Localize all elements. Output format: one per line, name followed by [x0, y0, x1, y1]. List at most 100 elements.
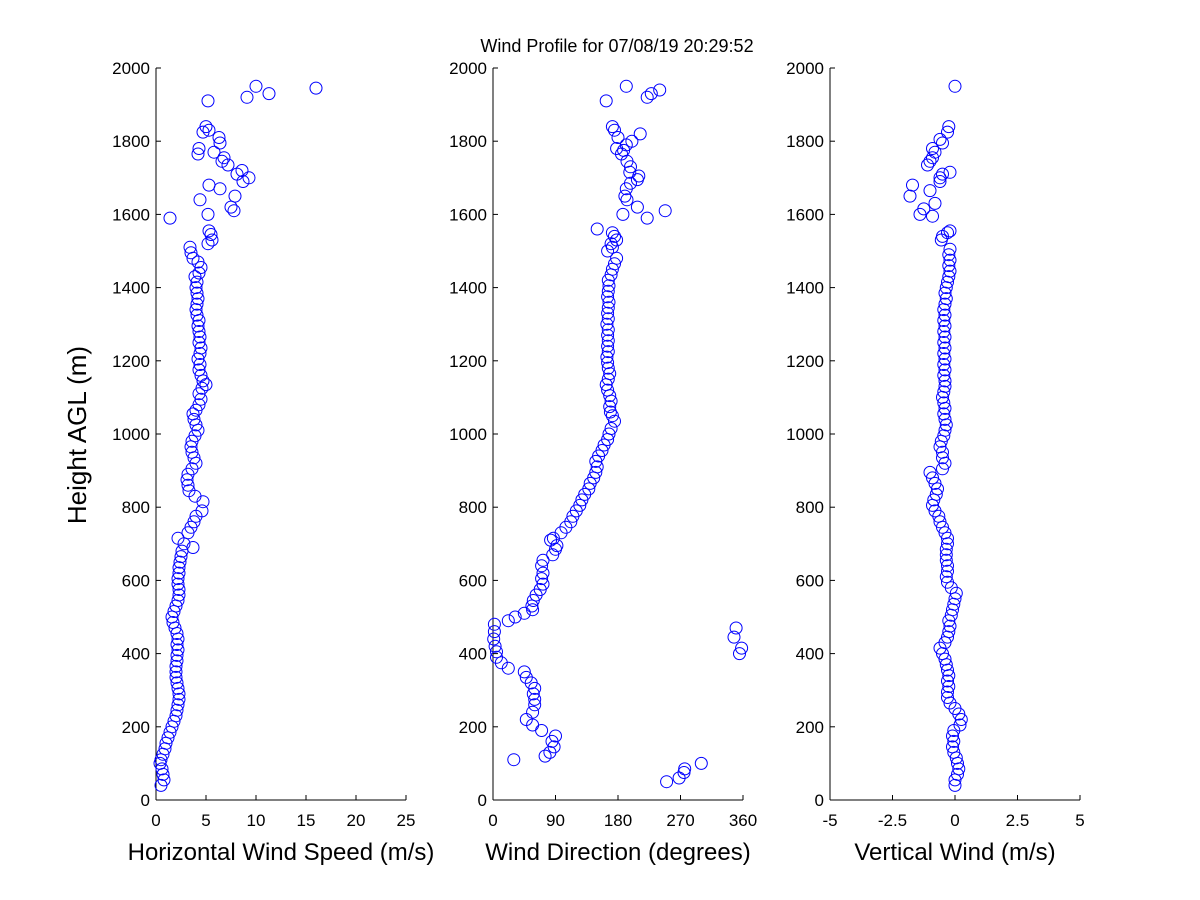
x-tick-label: 15 — [297, 811, 316, 830]
y-tick-label: 600 — [796, 571, 824, 590]
data-point — [601, 328, 615, 342]
data-point — [938, 363, 952, 377]
data-point — [939, 292, 953, 306]
data-point — [171, 531, 185, 545]
y-tick-label: 1400 — [449, 279, 487, 298]
data-point — [582, 482, 596, 496]
data-point — [166, 616, 180, 629]
data-point — [603, 405, 617, 419]
data-point — [928, 196, 942, 210]
data-point — [535, 724, 549, 737]
data-point — [517, 665, 531, 679]
y-tick-label: 1000 — [786, 425, 824, 444]
data-point — [170, 654, 184, 668]
data-point — [262, 87, 276, 101]
data-point — [180, 473, 194, 487]
data-point — [194, 341, 208, 355]
data-point — [938, 374, 952, 388]
data-point — [942, 120, 956, 134]
data-point — [941, 564, 954, 578]
data-point — [196, 495, 210, 509]
data-point — [937, 358, 951, 371]
data-point — [906, 178, 919, 192]
data-point — [157, 773, 171, 787]
data-point — [729, 621, 743, 635]
y-tick-label: 0 — [815, 791, 824, 810]
data-point — [169, 659, 183, 673]
x-tick-label: -2.5 — [878, 811, 907, 830]
data-point — [921, 158, 934, 172]
data-point — [936, 136, 949, 150]
data-point — [191, 147, 205, 161]
x-axis-label: Horizontal Wind Speed (m/s) — [128, 839, 435, 866]
data-point — [601, 306, 615, 320]
data-point — [644, 87, 658, 101]
data-point — [942, 270, 956, 284]
data-point — [213, 136, 227, 150]
data-point — [941, 691, 954, 704]
y-tick-label: 400 — [122, 645, 150, 664]
data-point — [590, 222, 604, 236]
y-tick-label: 2000 — [112, 59, 150, 78]
data-point — [605, 262, 619, 276]
data-point — [735, 641, 749, 655]
data-point — [172, 692, 186, 706]
data-point — [601, 356, 615, 370]
data-point — [946, 740, 959, 754]
y-tick-label: 1600 — [449, 205, 487, 224]
data-point — [240, 90, 254, 104]
data-point — [194, 368, 208, 382]
data-point — [933, 515, 947, 529]
data-point — [173, 555, 187, 569]
x-tick-label: 360 — [729, 811, 757, 830]
data-point — [169, 709, 183, 723]
x-tick-label: 90 — [546, 811, 565, 830]
data-point — [640, 90, 654, 104]
x-tick-label: 2.5 — [1006, 811, 1030, 830]
data-point — [923, 154, 937, 168]
x-tick-label: 180 — [604, 811, 632, 830]
data-point — [938, 412, 952, 426]
data-point — [604, 422, 618, 435]
data-point — [941, 125, 954, 139]
data-point — [953, 718, 967, 732]
data-point — [610, 142, 624, 155]
data-point — [608, 123, 621, 137]
data-point — [937, 368, 951, 382]
x-tick-label: 25 — [397, 811, 416, 830]
x-tick-label: 0 — [488, 811, 497, 830]
data-points — [903, 79, 968, 792]
data-point — [603, 367, 617, 381]
data-point — [538, 749, 552, 763]
data-point — [599, 94, 613, 108]
data-point — [601, 339, 615, 353]
data-point — [183, 240, 197, 254]
data-point — [194, 392, 208, 406]
data-point — [605, 409, 619, 423]
data-point — [938, 423, 952, 437]
y-tick-label: 1000 — [449, 425, 487, 444]
data-point — [608, 229, 621, 243]
x-tick-label: 5 — [201, 811, 210, 830]
data-point — [191, 292, 205, 306]
data-point — [526, 687, 540, 701]
data-point — [929, 487, 943, 501]
data-point — [942, 259, 956, 273]
data-point — [632, 169, 646, 183]
data-point — [171, 643, 185, 657]
data-point — [928, 476, 942, 490]
data-point — [528, 692, 542, 706]
data-point — [694, 756, 708, 770]
data-point — [601, 345, 615, 359]
data-point — [201, 207, 215, 221]
data-point — [199, 120, 213, 134]
data-point — [601, 383, 615, 397]
data-point — [501, 614, 515, 628]
data-point — [189, 303, 203, 317]
data-point — [727, 630, 741, 644]
y-tick-label: 1600 — [786, 205, 824, 224]
data-point — [190, 286, 204, 300]
data-point — [601, 361, 615, 375]
data-point — [519, 670, 533, 684]
y-axis-label: Height AGL (m) — [62, 346, 92, 524]
